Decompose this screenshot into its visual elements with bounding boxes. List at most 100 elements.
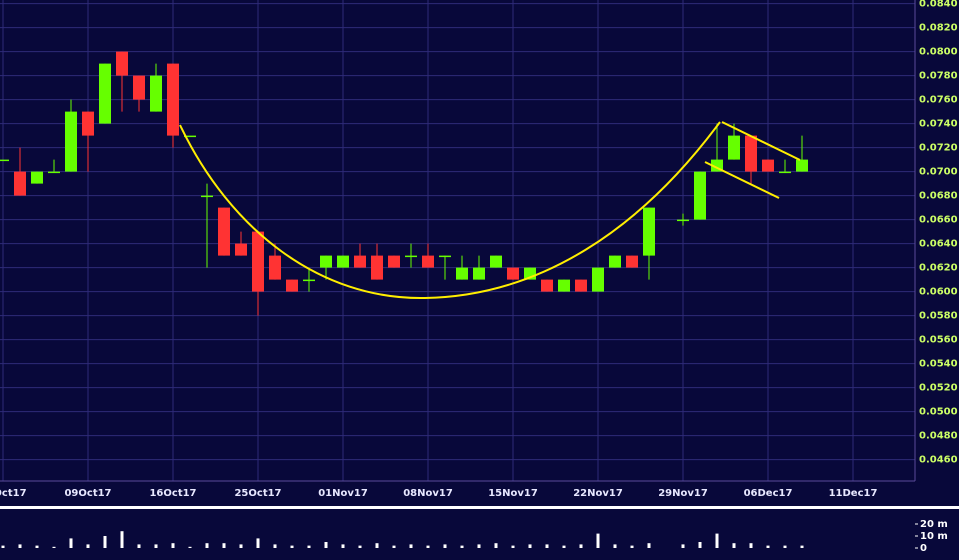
volume-bar [443,544,447,548]
y-tick-label: 0.0620 [919,263,958,274]
candle-body [99,63,111,124]
candle-body [286,279,298,292]
candle-body [779,171,791,174]
y-tick-label: 0.0560 [919,335,958,346]
candle-body [728,135,740,160]
volume-bar [732,543,736,548]
volume-bar [477,544,481,548]
volume-bar [630,545,634,548]
candle-body [796,159,808,172]
candle-body [218,207,230,256]
x-tick-label: 22Nov17 [573,488,623,499]
volume-bar [749,543,753,548]
candle-body [337,255,349,268]
candle-body [82,111,94,136]
candle-body [0,159,9,162]
y-tick-label: 0.0740 [919,119,958,130]
x-tick-label: 08Nov17 [403,488,453,499]
candle-body [184,135,196,138]
volume-bar [1,545,5,548]
volume-bar [409,544,413,548]
candle-body [677,219,689,222]
y-tick-label: 0.0700 [919,167,958,178]
volume-bar [273,544,277,548]
y-tick-label: 0.0480 [919,431,958,442]
volume-tick-label: 0 [920,543,927,554]
volume-bar [222,543,226,548]
y-tick-label: 0.0820 [919,23,958,34]
volume-tick-label: 20 m [920,519,948,530]
volume-bar [256,538,260,548]
volume-bar [494,543,498,548]
volume-bar [715,533,719,548]
candle-body [201,195,213,198]
candle-body [762,159,774,172]
volume-bar [766,545,770,548]
volume-bar [35,545,39,548]
volume-bar [137,544,141,548]
y-tick-label: 0.0800 [919,47,958,58]
candle-body [745,135,757,172]
candle-body [269,255,281,280]
candle-body [541,279,553,292]
volume-bar [698,542,702,548]
volume-bar [375,543,379,548]
candle-body [490,255,502,268]
volume-bar [596,533,600,548]
y-tick-label: 0.0660 [919,215,958,226]
candle-body [65,111,77,172]
volume-bar [613,544,617,548]
x-tick-label: 06Dec17 [744,488,793,499]
volume-bar [18,544,22,548]
candle-body [422,255,434,268]
volume-bar [426,545,430,548]
volume-bar [562,545,566,548]
candle-body [371,255,383,280]
volume-bar [324,542,328,548]
candle-body [439,255,451,258]
volume-bar [511,545,515,548]
candle-body [252,231,264,292]
volume-bar [307,545,311,548]
x-tick-label: 15Nov17 [488,488,538,499]
volume-bar [579,544,583,548]
y-tick-label: 0.0460 [919,455,958,466]
candle-body [320,255,332,268]
candle-body [694,171,706,220]
volume-bar [188,546,192,548]
candle-body [643,207,655,256]
volume-bar [358,545,362,548]
volume-bar [120,531,124,548]
volume-bar [800,545,804,548]
candle-body [303,279,315,282]
candle-body [592,267,604,292]
x-tick-label: 02Oct17 [0,488,27,499]
volume-bar [205,543,209,548]
flag-line [721,121,801,161]
candle-body [150,75,162,112]
candle-body [575,279,587,292]
candle-body [354,255,366,268]
y-tick-label: 0.0580 [919,311,958,322]
x-tick-label: 01Nov17 [318,488,368,499]
x-tick-label: 16Oct17 [149,488,196,499]
volume-bar [86,544,90,548]
candle-body [626,255,638,268]
volume-bar [69,538,73,548]
candle-body [48,171,60,174]
candle-body [31,171,43,184]
candle-body [167,63,179,136]
volume-tick-label: 10 m [920,531,948,542]
volume-bar [681,544,685,548]
y-tick-label: 0.0760 [919,95,958,106]
y-tick-label: 0.0640 [919,239,958,250]
volume-bar [52,546,56,548]
candle-body [235,243,247,256]
grid [0,0,918,549]
volume-bar [647,543,651,548]
cup-curve [179,121,721,300]
candle-body [558,279,570,292]
candle-body [116,51,128,76]
